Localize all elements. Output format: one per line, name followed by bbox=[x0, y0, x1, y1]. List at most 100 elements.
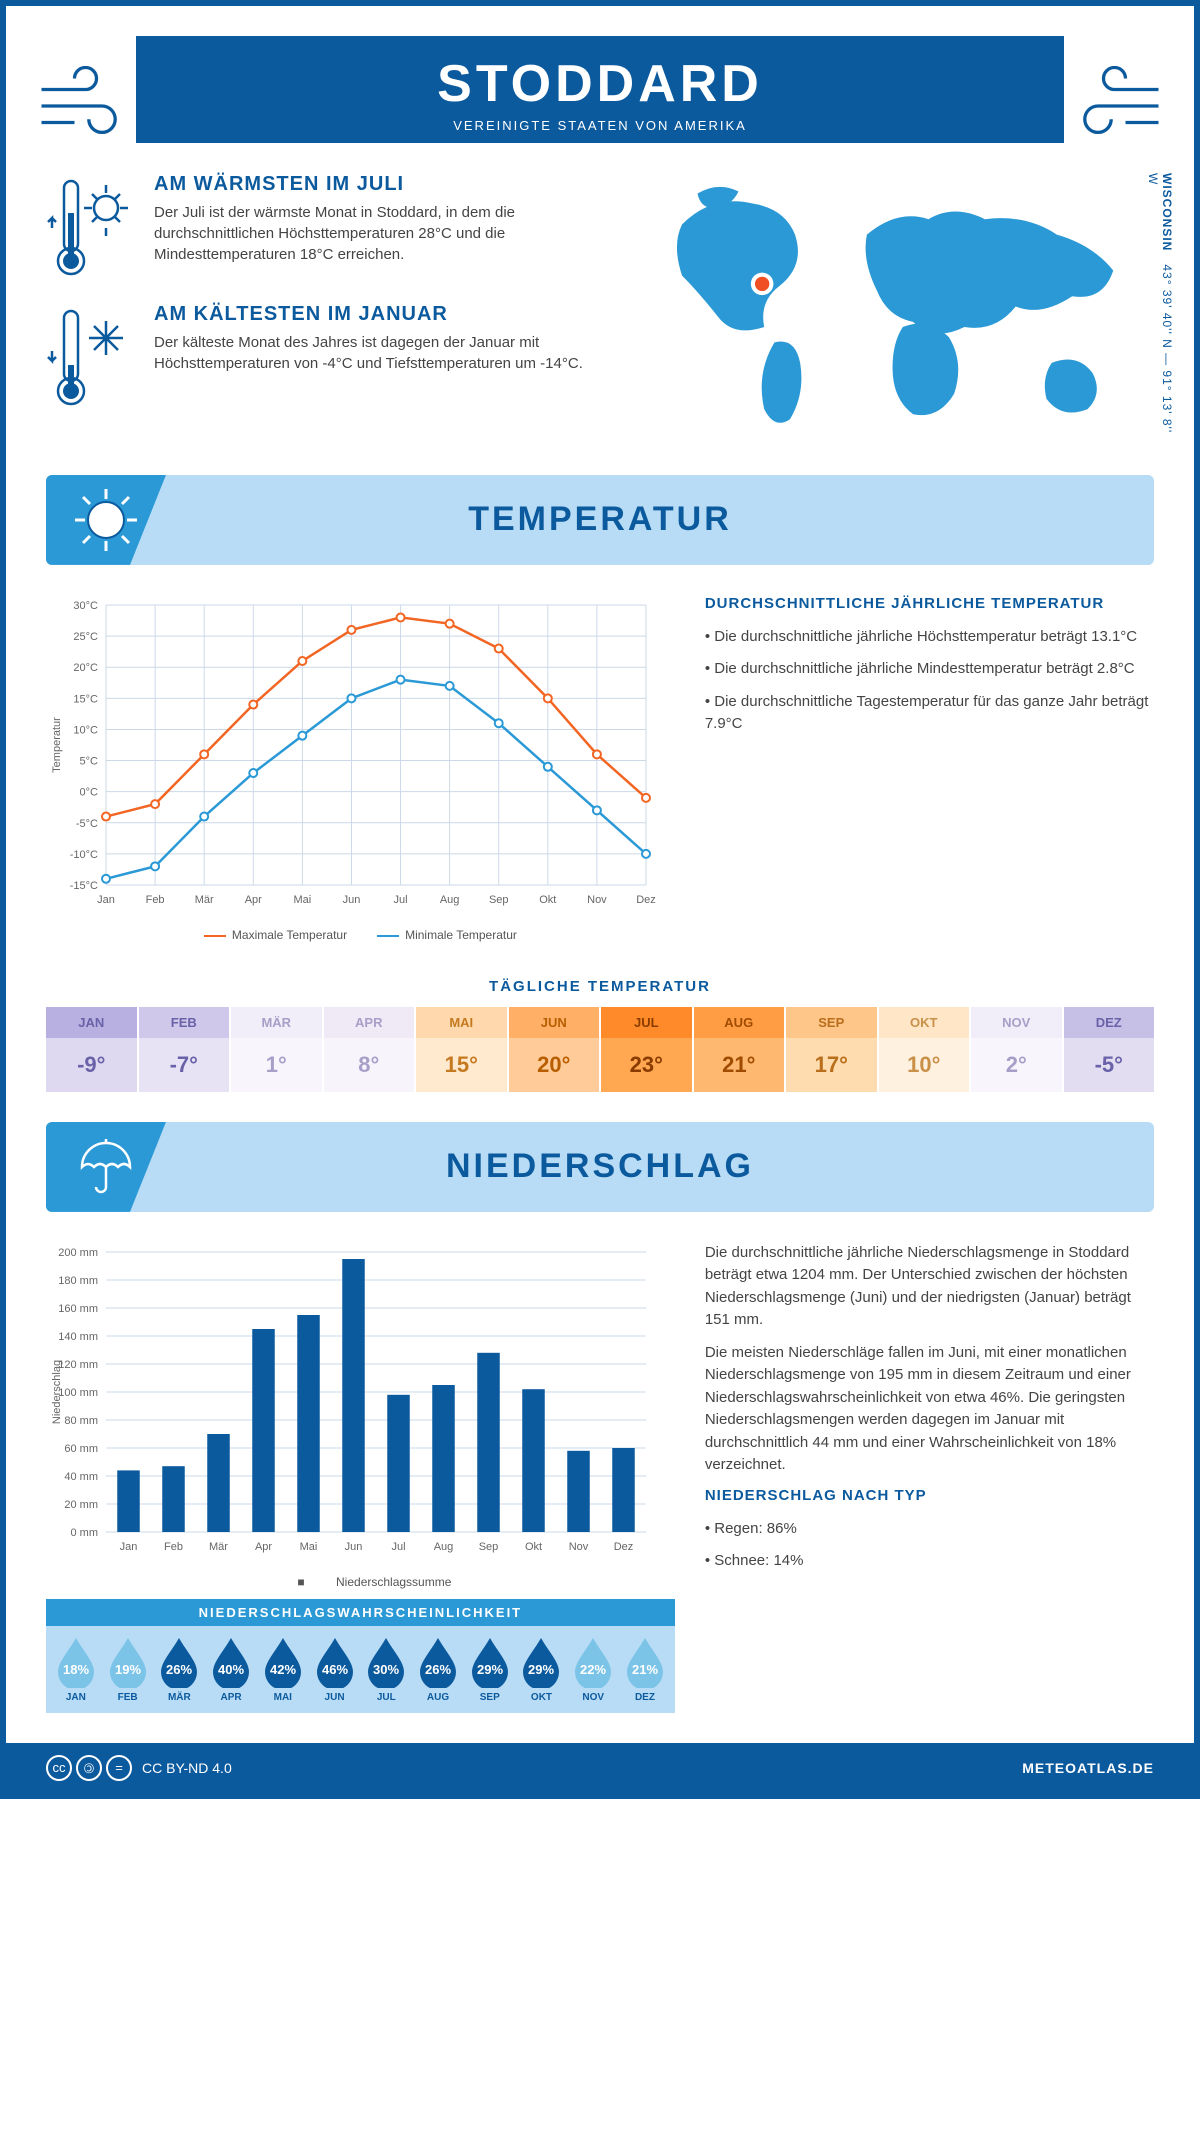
svg-text:-10°C: -10°C bbox=[70, 849, 98, 861]
month-cell: FEB -7° bbox=[139, 1007, 232, 1092]
site-name: METEOATLAS.DE bbox=[1022, 1760, 1154, 1776]
month-cell: MÄR 1° bbox=[231, 1007, 324, 1092]
precip-type-title: NIEDERSCHLAG NACH TYP bbox=[705, 1487, 1154, 1504]
temperature-section-header: TEMPERATUR bbox=[46, 475, 1154, 565]
coordinates: WISCONSIN 43° 39' 40'' N — 91° 13' 8'' W bbox=[1146, 173, 1174, 445]
umbrella-icon bbox=[74, 1135, 138, 1199]
svg-text:Sep: Sep bbox=[479, 1541, 499, 1553]
license-text: CC BY-ND 4.0 bbox=[142, 1760, 232, 1776]
svg-text:-15°C: -15°C bbox=[70, 880, 98, 892]
svg-text:22%: 22% bbox=[580, 1662, 606, 1677]
drop-cell: 19%FEB bbox=[102, 1636, 154, 1703]
wind-icon bbox=[1054, 66, 1164, 146]
precip-para1: Die durchschnittliche jährliche Niedersc… bbox=[705, 1242, 1154, 1332]
legend-precip: ■ Niederschlagssumme bbox=[269, 1575, 451, 1589]
legend-min: Minimale Temperatur bbox=[377, 928, 517, 942]
drop-cell: 29%SEP bbox=[464, 1636, 516, 1703]
svg-text:20 mm: 20 mm bbox=[64, 1499, 98, 1511]
month-cell: AUG 21° bbox=[694, 1007, 787, 1092]
svg-text:40%: 40% bbox=[218, 1662, 244, 1677]
svg-text:Aug: Aug bbox=[440, 894, 460, 906]
svg-text:25°C: 25°C bbox=[73, 631, 98, 643]
svg-text:19%: 19% bbox=[115, 1662, 141, 1677]
wind-icon bbox=[36, 66, 146, 146]
svg-text:18%: 18% bbox=[63, 1662, 89, 1677]
country-name: VEREINIGTE STAATEN VON AMERIKA bbox=[136, 118, 1064, 133]
temp-bullet: Die durchschnittliche jährliche Höchstte… bbox=[705, 626, 1154, 649]
svg-text:Apr: Apr bbox=[255, 1541, 272, 1553]
svg-text:26%: 26% bbox=[425, 1662, 451, 1677]
svg-text:180 mm: 180 mm bbox=[58, 1275, 98, 1287]
cc-icons: cc🄯= bbox=[46, 1755, 132, 1781]
svg-text:Jan: Jan bbox=[120, 1541, 138, 1553]
svg-text:100 mm: 100 mm bbox=[58, 1387, 98, 1399]
drop-cell: 30%JUL bbox=[360, 1636, 412, 1703]
footer: cc🄯= CC BY-ND 4.0 METEOATLAS.DE bbox=[6, 1743, 1194, 1793]
svg-text:60 mm: 60 mm bbox=[64, 1443, 98, 1455]
daily-temp-table: JAN -9°FEB -7°MÄR 1°APR 8°MAI 15°JUN 20°… bbox=[46, 1007, 1154, 1092]
drop-cell: 18%JAN bbox=[50, 1636, 102, 1703]
svg-text:29%: 29% bbox=[528, 1662, 554, 1677]
precipitation-section-header: NIEDERSCHLAG bbox=[46, 1122, 1154, 1212]
month-cell: OKT 10° bbox=[879, 1007, 972, 1092]
svg-text:40 mm: 40 mm bbox=[64, 1471, 98, 1483]
month-cell: APR 8° bbox=[324, 1007, 417, 1092]
svg-text:Dez: Dez bbox=[636, 894, 656, 906]
drop-cell: 26%MÄR bbox=[153, 1636, 205, 1703]
svg-text:160 mm: 160 mm bbox=[58, 1303, 98, 1315]
temp-bullet: Die durchschnittliche Tagestemperatur fü… bbox=[705, 691, 1154, 736]
svg-text:Aug: Aug bbox=[434, 1541, 454, 1553]
svg-text:Mai: Mai bbox=[300, 1541, 318, 1553]
month-cell: MAI 15° bbox=[416, 1007, 509, 1092]
svg-text:15°C: 15°C bbox=[73, 693, 98, 705]
svg-text:30°C: 30°C bbox=[73, 600, 98, 612]
precipitation-heading: NIEDERSCHLAG bbox=[446, 1147, 754, 1186]
month-cell: NOV 2° bbox=[971, 1007, 1064, 1092]
daily-temp-title: TÄGLICHE TEMPERATUR bbox=[6, 978, 1194, 995]
title-band: STODDARD VEREINIGTE STAATEN VON AMERIKA bbox=[136, 36, 1064, 143]
svg-text:80 mm: 80 mm bbox=[64, 1415, 98, 1427]
svg-text:20°C: 20°C bbox=[73, 662, 98, 674]
svg-text:Mai: Mai bbox=[293, 894, 311, 906]
svg-text:42%: 42% bbox=[270, 1662, 296, 1677]
svg-text:Okt: Okt bbox=[539, 894, 556, 906]
svg-text:46%: 46% bbox=[322, 1662, 348, 1677]
precip-para2: Die meisten Niederschläge fallen im Juni… bbox=[705, 1342, 1154, 1477]
precip-type-list: Regen: 86% Schnee: 14% bbox=[705, 1518, 1154, 1573]
svg-text:120 mm: 120 mm bbox=[58, 1359, 98, 1371]
thermometer-cold-icon bbox=[46, 303, 136, 413]
month-cell: JUN 20° bbox=[509, 1007, 602, 1092]
month-cell: DEZ -5° bbox=[1064, 1007, 1155, 1092]
svg-text:Jun: Jun bbox=[345, 1541, 363, 1553]
drop-cell: 26%AUG bbox=[412, 1636, 464, 1703]
drop-cell: 29%OKT bbox=[516, 1636, 568, 1703]
svg-text:0 mm: 0 mm bbox=[71, 1527, 99, 1539]
svg-text:Nov: Nov bbox=[569, 1541, 589, 1553]
svg-text:21%: 21% bbox=[632, 1662, 658, 1677]
svg-text:Jan: Jan bbox=[97, 894, 115, 906]
warmest-block: AM WÄRMSTEN IM JULI Der Juli ist der wär… bbox=[46, 173, 611, 283]
probability-row: 18%JAN19%FEB26%MÄR40%APR42%MAI46%JUN30%J… bbox=[46, 1626, 675, 1713]
svg-text:Dez: Dez bbox=[614, 1541, 634, 1553]
temperature-line-chart: -15°C-10°C-5°C0°C5°C10°C15°C20°C25°C30°C… bbox=[46, 595, 666, 915]
precipitation-bar-chart: 0 mm20 mm40 mm60 mm80 mm100 mm120 mm140 … bbox=[46, 1242, 666, 1562]
temp-bullet: Die durchschnittliche jährliche Mindestt… bbox=[705, 658, 1154, 681]
intro-section: AM WÄRMSTEN IM JULI Der Juli ist der wär… bbox=[6, 143, 1194, 465]
coldest-text: Der kälteste Monat des Jahres ist dagege… bbox=[154, 332, 611, 374]
coldest-block: AM KÄLTESTEN IM JANUAR Der kälteste Mona… bbox=[46, 303, 611, 413]
state-label: WISCONSIN bbox=[1160, 173, 1174, 251]
type-bullet: Schnee: 14% bbox=[705, 1550, 1154, 1573]
svg-text:Mär: Mär bbox=[195, 894, 214, 906]
svg-text:30%: 30% bbox=[373, 1662, 399, 1677]
probability-title: NIEDERSCHLAGSWAHRSCHEINLICHKEIT bbox=[46, 1599, 675, 1626]
precip-legend: ■ Niederschlagssumme bbox=[46, 1575, 675, 1589]
svg-text:Jun: Jun bbox=[343, 894, 361, 906]
svg-text:200 mm: 200 mm bbox=[58, 1247, 98, 1259]
svg-text:Okt: Okt bbox=[525, 1541, 542, 1553]
svg-text:26%: 26% bbox=[166, 1662, 192, 1677]
svg-text:Temperatur: Temperatur bbox=[51, 717, 63, 773]
license-block: cc🄯= CC BY-ND 4.0 bbox=[46, 1755, 232, 1781]
type-bullet: Regen: 86% bbox=[705, 1518, 1154, 1541]
drop-cell: 40%APR bbox=[205, 1636, 257, 1703]
temperature-heading: TEMPERATUR bbox=[468, 500, 732, 539]
